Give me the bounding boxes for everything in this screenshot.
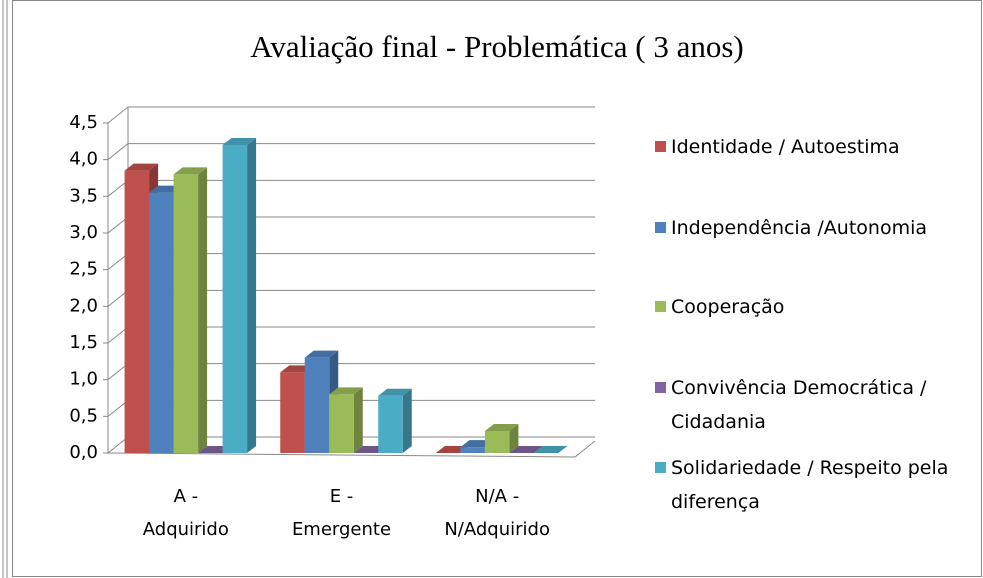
legend-label: Independência /Autonomia — [671, 217, 927, 239]
legend-swatch — [655, 301, 666, 312]
y-tick-label: 4,5 — [69, 112, 98, 133]
bar-front — [329, 394, 354, 453]
bar — [222, 138, 257, 453]
bar-front — [484, 431, 510, 453]
bar-side — [509, 424, 519, 453]
y-tick-label: 0,0 — [69, 442, 98, 463]
bar-top — [304, 350, 339, 358]
bar-top — [329, 387, 363, 395]
y-tick-label: 4,0 — [69, 149, 98, 170]
bar — [378, 388, 412, 453]
bar-front — [304, 357, 330, 453]
bar-side — [402, 388, 412, 453]
legend-swatch — [655, 141, 666, 152]
bar — [329, 387, 363, 453]
x-tick-label: A -Adquirido — [143, 486, 229, 540]
floor-line — [107, 452, 576, 458]
bar-front — [124, 170, 150, 453]
bar — [509, 446, 543, 453]
bar-front — [173, 174, 199, 454]
legend-swatch — [655, 382, 666, 393]
bar-top — [222, 138, 257, 145]
y-tick-label: 1,0 — [69, 369, 98, 390]
legend-swatch — [655, 222, 666, 233]
y-tick-label: 3,0 — [69, 222, 98, 243]
bar — [533, 446, 568, 453]
y-tick-label: 2,0 — [69, 295, 98, 316]
bar-front — [280, 372, 305, 453]
y-tick-label: 3,5 — [69, 185, 98, 206]
bar-front — [222, 145, 248, 453]
grid-line — [107, 143, 129, 161]
bar-front — [378, 395, 403, 453]
bar-top — [124, 163, 159, 171]
legend-label: Identidade / Autoestima — [671, 136, 900, 158]
bar-top — [173, 167, 208, 175]
legend-label: Solidariedade / Respeito pela diferença — [671, 457, 948, 513]
y-tick-label: 0,5 — [69, 405, 98, 426]
floor-line — [574, 440, 596, 458]
grid-line — [107, 106, 129, 124]
bar-front — [149, 192, 174, 453]
legend-label: Cooperação — [671, 296, 784, 318]
bar-top — [509, 446, 543, 453]
y-tick-label: 2,5 — [69, 259, 98, 280]
bar-front — [460, 447, 485, 453]
legend-label: Convivência Democrática / Cidadania — [671, 377, 927, 433]
bar-side — [247, 138, 257, 453]
bar-top — [533, 446, 568, 453]
x-tick-label: N/A -N/Adquirido — [444, 486, 550, 540]
bar-side — [198, 167, 208, 454]
y-tick-label: 1,5 — [69, 332, 98, 353]
chart-title: Avaliação final - Problemática ( 3 anos) — [250, 29, 744, 64]
bar-top — [484, 424, 519, 431]
x-tick-label: E -Emergente — [292, 486, 391, 540]
legend-swatch — [655, 462, 666, 473]
bar — [173, 167, 208, 454]
bar-side — [353, 387, 363, 453]
bar — [484, 424, 519, 453]
bar-top — [378, 388, 412, 396]
